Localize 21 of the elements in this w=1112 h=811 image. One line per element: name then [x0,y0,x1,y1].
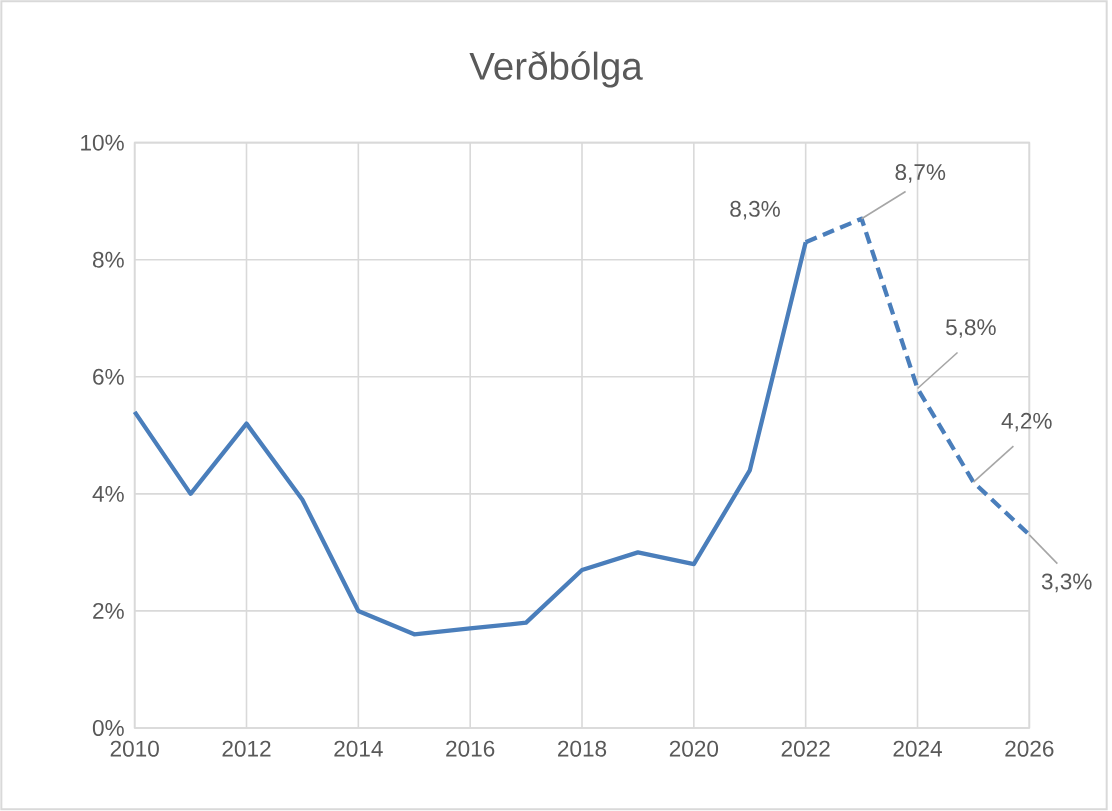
x-tick-label: 2026 [1005,740,1054,757]
y-tick-label: 6% [93,368,124,385]
x-tick-label: 2020 [669,740,719,757]
chart-title: Verðbólga [469,51,643,88]
data-label: 3,3% [1041,573,1092,593]
x-tick-label: 2010 [110,740,159,757]
x-tick-label: 2024 [893,740,942,757]
x-tick-label: 2018 [558,740,607,757]
y-tick-label: 10% [81,134,124,151]
data-label: 8,7% [895,164,946,183]
x-tick-label: 2012 [222,740,271,757]
x-tick-label: 2022 [781,740,830,757]
x-tick-label: 2014 [334,740,383,757]
data-label: 8,3% [730,201,780,220]
data-label: 4,2% [1001,412,1052,432]
y-tick-label: 2% [93,603,124,620]
y-tick-label: 0% [92,720,124,737]
y-tick-label: 8% [92,251,124,268]
data-label: 5,8% [946,319,996,339]
y-tick-label: 4% [92,486,124,502]
x-tick-label: 2016 [446,740,495,757]
